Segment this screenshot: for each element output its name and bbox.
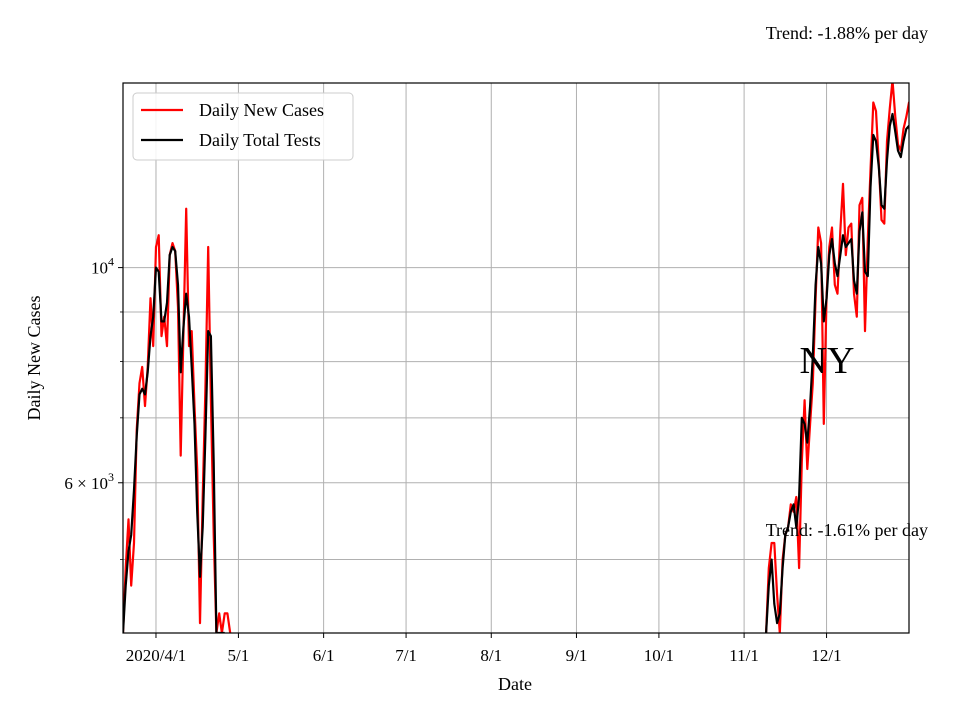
x-tick-label: 10/1 — [644, 646, 674, 665]
y-tick-label: 6 × 103 — [64, 470, 114, 493]
legend-label-tests: Daily Total Tests — [199, 130, 321, 150]
x-tick-label: 12/1 — [811, 646, 841, 665]
x-tick-label: 7/1 — [395, 646, 417, 665]
trend-annotation-bottom: Trend: -1.61% per day — [766, 520, 928, 540]
y-tick-label: 104 — [91, 255, 114, 278]
plot-frame — [122, 82, 910, 634]
grid — [123, 83, 909, 633]
series-line-daily-total-tests — [123, 112, 909, 633]
x-axis-ticks: 2020/4/1 5/1 6/1 7/1 8/1 9/1 10/1 11/1 12/1 — [126, 633, 842, 665]
x-axis-label: Date — [498, 674, 532, 694]
legend-label-cases: Daily New Cases — [199, 100, 324, 120]
legend: Daily New Cases Daily Total Tests — [132, 92, 354, 161]
x-tick-label: 9/1 — [566, 646, 588, 665]
x-tick-label: 2020/4/1 — [126, 646, 186, 665]
x-tick-label: 8/1 — [480, 646, 502, 665]
legend-box — [132, 92, 354, 161]
state-label: NY — [800, 340, 855, 382]
x-tick-label: 5/1 — [228, 646, 250, 665]
y-axis-label: Daily New Cases — [24, 296, 44, 421]
x-tick-label: 11/1 — [729, 646, 759, 665]
series-layer — [123, 83, 909, 633]
x-tick-label: 6/1 — [313, 646, 335, 665]
y-axis-ticks: 6 × 103 104 — [64, 255, 123, 560]
trend-annotation-top: Trend: -1.88% per day — [766, 23, 928, 43]
